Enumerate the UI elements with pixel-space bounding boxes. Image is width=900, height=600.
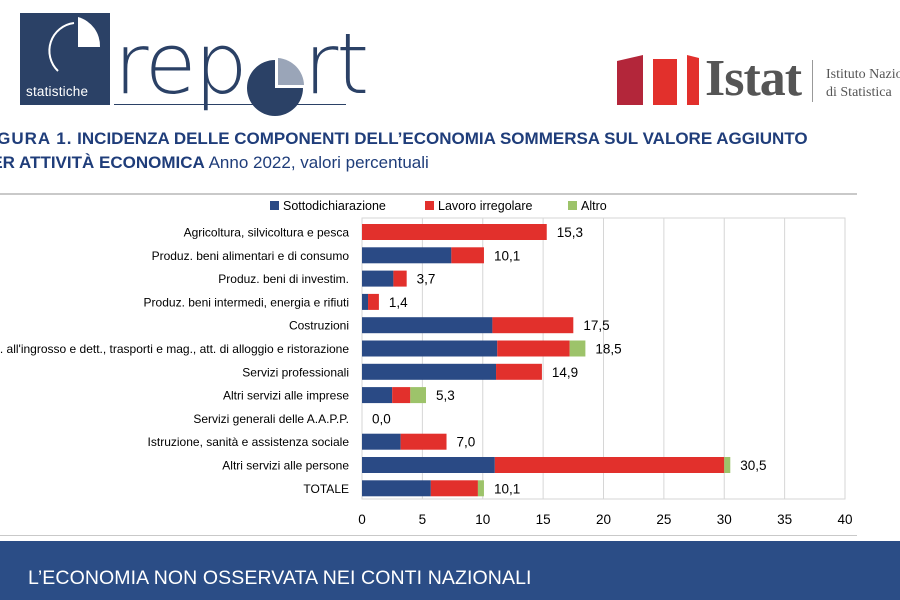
series-logo-word: statistiche xyxy=(26,84,89,99)
total-data-label: 0,0 xyxy=(372,411,391,426)
total-data-label: 10,1 xyxy=(494,248,520,263)
category-label: Produz. beni alimentari e di consumo xyxy=(152,249,350,263)
category-label: Istruzione, sanità e assistenza sociale xyxy=(148,435,350,449)
total-data-label: 17,5 xyxy=(583,318,609,333)
legend-label: Lavoro irregolare xyxy=(438,199,533,213)
report-o-pie xyxy=(246,46,304,116)
legend-label: Altro xyxy=(581,199,607,213)
figure-label: FIGURA 1. xyxy=(0,129,73,148)
bar-segment xyxy=(724,457,731,473)
legend-label: Sottodichiarazione xyxy=(283,199,386,213)
chart-bottom-rule xyxy=(0,535,857,536)
report-word-left: rep xyxy=(114,15,248,113)
bar-segment xyxy=(362,247,452,264)
total-data-label: 3,7 xyxy=(417,272,436,287)
total-data-label: 14,9 xyxy=(552,365,578,380)
x-tick-label: 15 xyxy=(536,512,551,527)
bar-segment xyxy=(392,387,411,404)
bar-segment xyxy=(477,480,484,497)
figure-title-line2-bold: PER ATTIVITÀ ECONOMICA xyxy=(0,153,205,172)
x-tick-label: 20 xyxy=(596,512,611,527)
legend-swatch xyxy=(568,201,577,210)
stacked-bar-chart: Sottodichiarazione Lavoro irregolare Altro… xyxy=(0,199,853,527)
report-wordmark: rep rt xyxy=(114,15,369,116)
statistiche-logo: statistiche xyxy=(20,13,110,105)
category-label: Produz. beni di investim. xyxy=(218,272,349,286)
x-tick-label: 5 xyxy=(419,512,427,527)
category-label: Produz. beni intermedi, energia e rifiut… xyxy=(144,295,349,309)
bar-segment xyxy=(451,247,484,264)
category-label: Comm. all'ingrosso e dett., trasporti e … xyxy=(0,342,349,356)
bar-segment xyxy=(362,480,431,497)
bar-segment xyxy=(362,270,394,287)
total-data-label: 5,3 xyxy=(436,388,455,403)
bar-segment xyxy=(410,387,426,404)
bar-segment xyxy=(362,293,369,310)
bar-segment xyxy=(497,340,570,357)
x-tick-label: 0 xyxy=(358,512,366,527)
istat-wordmark: Istat xyxy=(705,50,802,107)
x-tick-label: 25 xyxy=(656,512,671,527)
footer-band xyxy=(0,541,900,600)
footer-band-title: L’ECONOMIA NON OSSERVATA NEI CONTI NAZIO… xyxy=(28,567,532,589)
pie-chart-icon xyxy=(48,17,101,72)
istat-name-line2: di Statistica xyxy=(826,85,892,100)
bar-segment xyxy=(362,317,493,334)
category-label: Altri servizi alle imprese xyxy=(223,389,349,403)
figure-title-line1: INCIDENZA DELLE COMPONENTI DELL’ECONOMIA… xyxy=(77,129,808,148)
category-label: Servizi professionali xyxy=(242,365,349,379)
category-label: Servizi generali delle A.A.P.P. xyxy=(193,412,349,426)
bar-segment xyxy=(362,363,497,380)
bar-segment xyxy=(362,340,498,357)
total-data-label: 18,5 xyxy=(595,342,621,357)
x-tick-label: 30 xyxy=(717,512,732,527)
bar-segment xyxy=(400,433,447,450)
category-label: Agricoltura, silvicoltura e pesca xyxy=(184,226,350,240)
bar-segment xyxy=(362,457,495,473)
pie-o-icon xyxy=(246,58,304,116)
bar-segment xyxy=(362,387,393,404)
legend-swatch xyxy=(425,201,434,210)
chart-top-rule xyxy=(0,193,857,195)
bar-segment xyxy=(430,480,478,497)
bar-segment xyxy=(362,433,401,450)
bar-segment xyxy=(362,224,547,240)
bar-segment xyxy=(496,363,542,380)
category-label: Costruzioni xyxy=(289,319,349,333)
bar-segment xyxy=(368,293,379,310)
total-data-label: 1,4 xyxy=(389,295,408,310)
plot-frame xyxy=(361,217,846,500)
figure-subtitle: Anno 2022, valori percentuali xyxy=(208,153,429,172)
istat-divider xyxy=(812,60,813,102)
istat-flag-icon xyxy=(617,55,699,105)
category-label: TOTALE xyxy=(303,482,349,496)
total-data-label: 15,3 xyxy=(557,225,583,240)
istat-name-line1: Istituto Nazionale xyxy=(826,67,900,82)
istat-full-name: Istituto Nazionale di Statistica xyxy=(826,66,900,102)
report-word-right: rt xyxy=(303,15,369,113)
category-label: Altri servizi alle persone xyxy=(222,459,349,473)
total-data-label: 7,0 xyxy=(457,435,476,450)
total-data-label: 30,5 xyxy=(740,458,766,473)
legend-swatch xyxy=(270,201,279,210)
x-tick-label: 10 xyxy=(475,512,490,527)
figure-title: FIGURA 1. INCIDENZA DELLE COMPONENTI DEL… xyxy=(0,127,900,175)
x-tick-label: 40 xyxy=(837,512,852,527)
total-data-label: 10,1 xyxy=(494,481,520,496)
bar-segment xyxy=(492,317,574,334)
bar-segment xyxy=(569,340,586,357)
bar-segment xyxy=(494,457,725,473)
bar-segment xyxy=(393,270,407,287)
header-underline xyxy=(114,104,346,105)
x-tick-label: 35 xyxy=(777,512,792,527)
